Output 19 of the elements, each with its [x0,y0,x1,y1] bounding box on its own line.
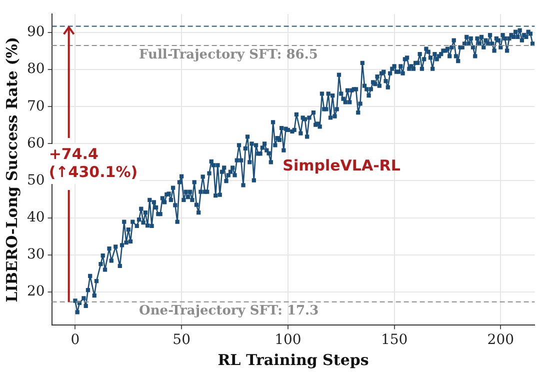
x-tick-label: 100 [274,332,302,348]
annotation: SimpleVLA-RL [282,156,401,174]
y-tick-label: 30 [26,246,45,262]
x-tick-label: 200 [487,332,514,348]
y-tick-label: 60 [26,135,45,152]
y-tick-label: 40 [26,209,45,226]
ref-line-label: Full-Trajectory SFT: 86.5 [139,47,318,62]
ref-line-label: One-Trajectory SFT: 17.3 [139,304,319,319]
y-tick-label: 20 [26,284,45,300]
y-tick-label: 80 [26,61,45,78]
y-tick-label: 50 [26,172,45,188]
x-tick-label: 150 [380,332,408,348]
y-tick-label: 70 [26,98,45,114]
y-axis-title: LIBERO-Long Success Rate (%) [2,36,21,302]
x-tick-label: 0 [70,332,80,348]
x-tick-label: 50 [172,332,190,348]
annotation: +74.4 (↑430.1%) [48,144,138,181]
x-axis-title: RL Training Steps [218,350,369,369]
y-tick-label: 90 [26,24,45,40]
